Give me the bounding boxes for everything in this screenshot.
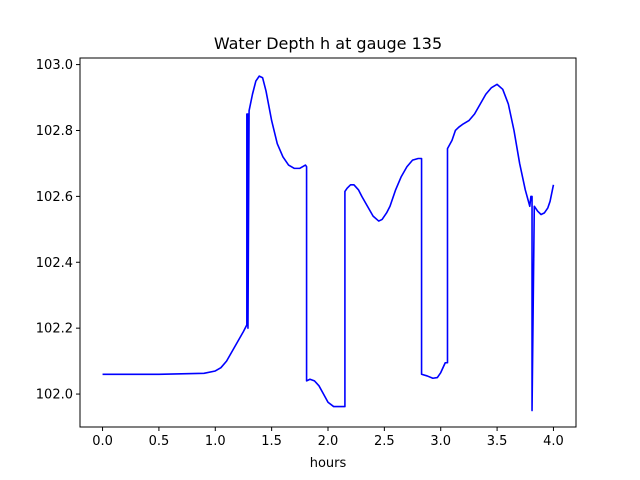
x-tick-label: 3.0 xyxy=(430,434,451,449)
plot-area xyxy=(79,57,577,428)
x-tick-label: 0.5 xyxy=(149,434,170,449)
x-axis: 0.0 0.5 1.0 1.5 2.0 2.5 3.0 3.5 4.0 xyxy=(92,427,564,449)
y-tick-label: 102.2 xyxy=(36,322,73,337)
x-tick-label: 3.5 xyxy=(487,434,508,449)
x-axis-label: hours xyxy=(310,456,347,471)
y-tick-label: 102.6 xyxy=(36,190,73,205)
y-tick-label: 102.4 xyxy=(36,256,73,271)
x-tick-label: 2.0 xyxy=(318,434,339,449)
x-tick-label: 2.5 xyxy=(374,434,395,449)
y-tick-label: 103.0 xyxy=(36,58,73,73)
x-tick-label: 4.0 xyxy=(543,434,564,449)
y-axis: 102.0 102.2 102.4 102.6 102.8 103.0 xyxy=(36,58,80,403)
x-tick-label: 0.0 xyxy=(92,434,113,449)
y-tick-label: 102.0 xyxy=(36,388,73,403)
plot-background xyxy=(80,58,576,427)
x-tick-label: 1.0 xyxy=(205,434,226,449)
chart-title: Water Depth h at gauge 135 xyxy=(214,34,442,53)
series-layer xyxy=(102,75,555,412)
y-tick-label: 102.8 xyxy=(36,124,73,139)
x-tick-label: 1.5 xyxy=(261,434,282,449)
series-line-0 xyxy=(102,75,555,412)
